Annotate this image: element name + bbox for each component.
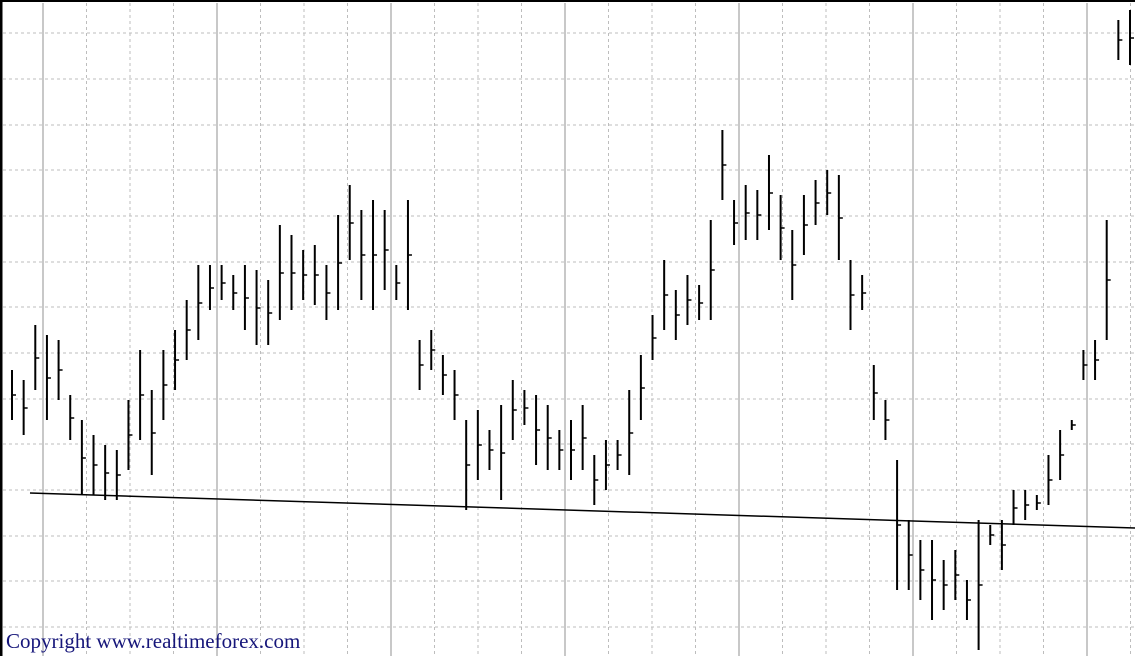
grid xyxy=(3,3,1135,656)
trendline xyxy=(29,492,1135,529)
copyright: Copyright www.realtimeforex.com xyxy=(6,629,300,653)
bars xyxy=(11,10,1135,650)
